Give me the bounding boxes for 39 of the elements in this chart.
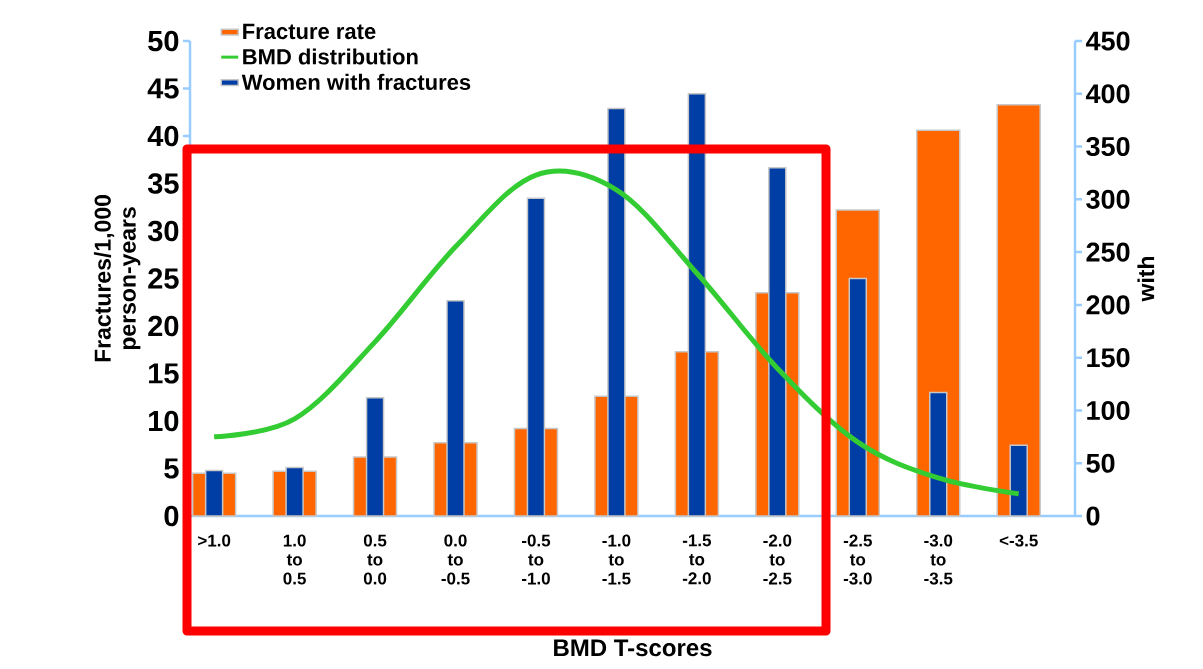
x-tick-label: >1.0 [198, 534, 231, 547]
y-tick-label: 0 [164, 505, 179, 527]
y2-tick-label: 50 [1086, 453, 1115, 473]
legend-label: Women with fractures [241, 73, 471, 90]
x-tick-label: 0.5 to 0.0 [363, 534, 387, 585]
y2-tick-label: 250 [1086, 242, 1130, 262]
x-tick-label: -1.0 to -1.5 [602, 534, 631, 585]
x-tick-label: -3.0 to -3.5 [924, 534, 953, 585]
x-tick-label: 0.0 to -0.5 [441, 534, 470, 585]
y2-tick-label: 300 [1086, 189, 1130, 209]
y-axis-title: Fractures/1,000 person-years [93, 195, 141, 362]
x-tick-label: -1.5 to -2.0 [682, 534, 712, 585]
y2-axis-title: with [1137, 256, 1155, 302]
y-tick-label: 35 [147, 173, 179, 194]
y-tick-label: 45 [147, 78, 179, 99]
x-tick-label: 1.0 to 0.5 [283, 534, 306, 585]
y-tick-label: 30 [147, 220, 179, 242]
y-tick-label: 5 [164, 458, 179, 479]
legend-label: BMD distribution [243, 48, 418, 65]
y-tick-label: 10 [149, 410, 179, 432]
legend-label: Fracture rate [243, 23, 376, 40]
bar [996, 103, 1041, 517]
y2-tick-label: 100 [1087, 400, 1130, 420]
y-tick-label: 15 [149, 363, 179, 384]
x-tick-label: -0.5 to -1.0 [521, 534, 551, 585]
y-tick-label: 25 [148, 268, 179, 289]
x-tick-label: <-3.5 [999, 534, 1038, 547]
y2-tick-label: 400 [1085, 84, 1130, 104]
y-tick-label: 20 [148, 315, 179, 337]
y-tick-label: 40 [147, 125, 179, 147]
y-tick-label: 50 [148, 30, 179, 52]
x-tick-label: -2.0 to -2.5 [763, 534, 792, 585]
y2-tick-label: 450 [1085, 31, 1130, 51]
y2-tick-label: 200 [1086, 295, 1130, 315]
x-tick-label: -2.5 to -3.0 [843, 534, 872, 585]
y2-tick-label: 350 [1086, 136, 1130, 157]
y2-tick-label: 0 [1086, 506, 1100, 526]
y2-tick-label: 150 [1087, 348, 1130, 368]
x-axis-title: BMD T-scores [554, 639, 712, 657]
